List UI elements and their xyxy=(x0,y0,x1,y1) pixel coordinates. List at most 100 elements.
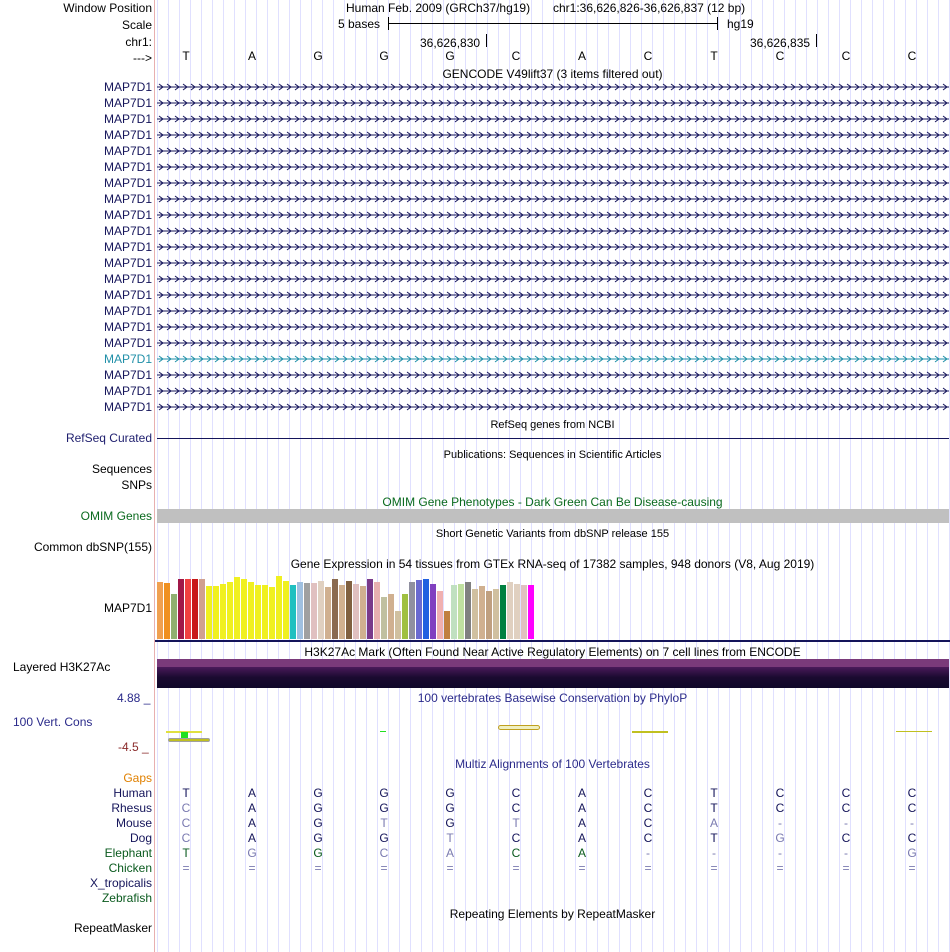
repeatmasker-label[interactable]: RepeatMasker xyxy=(73,921,152,935)
gtex-tissue-bar[interactable] xyxy=(395,611,401,639)
publications-label[interactable]: Sequences xyxy=(91,462,152,476)
gtex-tissue-bar[interactable] xyxy=(290,585,296,639)
phylop-label[interactable]: 100 Vert. Cons xyxy=(13,715,93,729)
species-label-mouse[interactable]: Mouse xyxy=(115,816,152,830)
gtex-tissue-bar[interactable] xyxy=(486,591,492,639)
gencode-transcript-line[interactable] xyxy=(157,83,949,91)
gtex-tissue-bar[interactable] xyxy=(346,581,352,639)
gtex-tissue-bar[interactable] xyxy=(262,585,268,639)
gtex-tissue-bar[interactable] xyxy=(528,585,534,639)
gencode-transcript-line[interactable] xyxy=(157,147,949,155)
gtex-tissue-bar[interactable] xyxy=(409,582,415,639)
gencode-transcript-line[interactable] xyxy=(157,179,949,187)
gencode-transcript-label[interactable]: MAP7D1 xyxy=(103,96,152,110)
gtex-tissue-bar[interactable] xyxy=(283,581,289,639)
gtex-tissue-bar[interactable] xyxy=(276,576,282,639)
gencode-transcript-label[interactable]: MAP7D1 xyxy=(103,112,152,126)
gencode-transcript-line[interactable] xyxy=(157,115,949,123)
gencode-transcript-line[interactable] xyxy=(157,307,949,315)
gtex-tissue-bar[interactable] xyxy=(325,587,331,639)
gtex-tissue-bar[interactable] xyxy=(192,579,198,639)
gtex-tissue-bar[interactable] xyxy=(493,589,499,639)
gencode-transcript-label[interactable]: MAP7D1 xyxy=(103,320,152,334)
gencode-transcript-label[interactable]: MAP7D1 xyxy=(103,224,152,238)
gtex-tissue-bar[interactable] xyxy=(374,582,380,639)
gencode-transcript-line[interactable] xyxy=(157,387,949,395)
gencode-transcript-line[interactable] xyxy=(157,227,949,235)
gencode-transcript-label[interactable]: MAP7D1 xyxy=(103,272,152,286)
species-label-zebrafish[interactable]: Zebrafish xyxy=(101,891,152,905)
gtex-tissue-bar[interactable] xyxy=(451,585,457,639)
gencode-transcript-label[interactable]: MAP7D1 xyxy=(103,368,152,382)
gtex-tissue-bar[interactable] xyxy=(304,583,310,639)
gencode-transcript-label[interactable]: MAP7D1 xyxy=(103,352,152,366)
gtex-tissue-bar[interactable] xyxy=(241,579,247,639)
gtex-label[interactable]: MAP7D1 xyxy=(103,601,152,615)
gencode-transcript-line[interactable] xyxy=(157,291,949,299)
species-label-human[interactable]: Human xyxy=(113,786,152,800)
snps-label[interactable]: SNPs xyxy=(121,478,152,492)
gencode-transcript-line[interactable] xyxy=(157,259,949,267)
omim-gray-bar[interactable] xyxy=(157,509,949,523)
gtex-tissue-bar[interactable] xyxy=(185,579,191,639)
omim-label[interactable]: OMIM Genes xyxy=(80,509,152,523)
gencode-transcript-label[interactable]: MAP7D1 xyxy=(103,336,152,350)
gtex-tissue-bar[interactable] xyxy=(234,577,240,639)
gtex-tissue-bar[interactable] xyxy=(402,594,408,639)
h3k27ac-layer-stack[interactable] xyxy=(157,667,949,688)
gencode-transcript-line[interactable] xyxy=(157,163,949,171)
gtex-tissue-bar[interactable] xyxy=(367,579,373,639)
gtex-tissue-bar[interactable] xyxy=(311,583,317,639)
gtex-tissue-bar[interactable] xyxy=(500,585,506,639)
gencode-transcript-line[interactable] xyxy=(157,371,949,379)
gencode-transcript-label[interactable]: MAP7D1 xyxy=(103,384,152,398)
gtex-tissue-bar[interactable] xyxy=(199,579,205,639)
species-label-dog[interactable]: Dog xyxy=(129,831,152,845)
gtex-tissue-bar[interactable] xyxy=(339,585,345,639)
gencode-transcript-line[interactable] xyxy=(157,195,949,203)
gencode-transcript-line[interactable] xyxy=(157,355,949,363)
gtex-tissue-bar[interactable] xyxy=(444,611,450,639)
gencode-transcript-line[interactable] xyxy=(157,211,949,219)
gtex-tissue-bar[interactable] xyxy=(458,584,464,639)
gencode-transcript-label[interactable]: MAP7D1 xyxy=(103,208,152,222)
gencode-transcript-label[interactable]: MAP7D1 xyxy=(103,304,152,318)
gtex-tissue-bar[interactable] xyxy=(206,586,212,639)
h3k27ac-label[interactable]: Layered H3K27Ac xyxy=(13,660,111,674)
gtex-tissue-bar[interactable] xyxy=(157,582,163,639)
gtex-tissue-bar[interactable] xyxy=(227,582,233,639)
gencode-transcript-label[interactable]: MAP7D1 xyxy=(103,80,152,94)
gencode-transcript-label[interactable]: MAP7D1 xyxy=(103,256,152,270)
gtex-tissue-bar[interactable] xyxy=(465,582,471,639)
gtex-tissue-bar[interactable] xyxy=(479,586,485,639)
species-label-chicken[interactable]: Chicken xyxy=(108,861,152,875)
gtex-tissue-bar[interactable] xyxy=(213,586,219,639)
gencode-transcript-label[interactable]: MAP7D1 xyxy=(103,192,152,206)
gtex-tissue-bar[interactable] xyxy=(297,582,303,639)
species-label-rhesus[interactable]: Rhesus xyxy=(111,801,152,815)
gtex-tissue-bar[interactable] xyxy=(171,594,177,639)
gtex-tissue-bar[interactable] xyxy=(318,581,324,639)
gtex-tissue-bar[interactable] xyxy=(514,584,520,639)
gtex-tissue-bar[interactable] xyxy=(220,584,226,639)
gtex-tissue-bar[interactable] xyxy=(332,579,338,639)
gtex-tissue-bar[interactable] xyxy=(472,589,478,639)
gencode-transcript-line[interactable] xyxy=(157,323,949,331)
gencode-transcript-line[interactable] xyxy=(157,243,949,251)
species-label-x_tropicalis[interactable]: X_tropicalis xyxy=(89,876,152,890)
gtex-tissue-bar[interactable] xyxy=(178,579,184,639)
gencode-transcript-line[interactable] xyxy=(157,131,949,139)
gencode-transcript-label[interactable]: MAP7D1 xyxy=(103,128,152,142)
gtex-tissue-bar[interactable] xyxy=(507,582,513,639)
gencode-transcript-label[interactable]: MAP7D1 xyxy=(103,176,152,190)
h3k27ac-layer-top[interactable] xyxy=(157,659,949,667)
gtex-tissue-bar[interactable] xyxy=(388,594,394,639)
gencode-transcript-line[interactable] xyxy=(157,99,949,107)
gtex-tissue-bar[interactable] xyxy=(353,584,359,639)
gtex-tissue-bar[interactable] xyxy=(437,591,443,639)
gencode-transcript-label[interactable]: MAP7D1 xyxy=(103,240,152,254)
refseq-label[interactable]: RefSeq Curated xyxy=(65,431,152,445)
gencode-transcript-label[interactable]: MAP7D1 xyxy=(103,160,152,174)
gtex-tissue-bar[interactable] xyxy=(164,583,170,639)
